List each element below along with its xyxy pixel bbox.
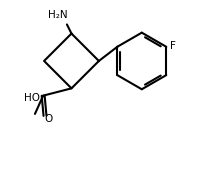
Text: O: O xyxy=(44,114,53,124)
Text: F: F xyxy=(170,41,175,51)
Text: HO: HO xyxy=(24,93,40,103)
Text: H₂N: H₂N xyxy=(48,10,68,20)
